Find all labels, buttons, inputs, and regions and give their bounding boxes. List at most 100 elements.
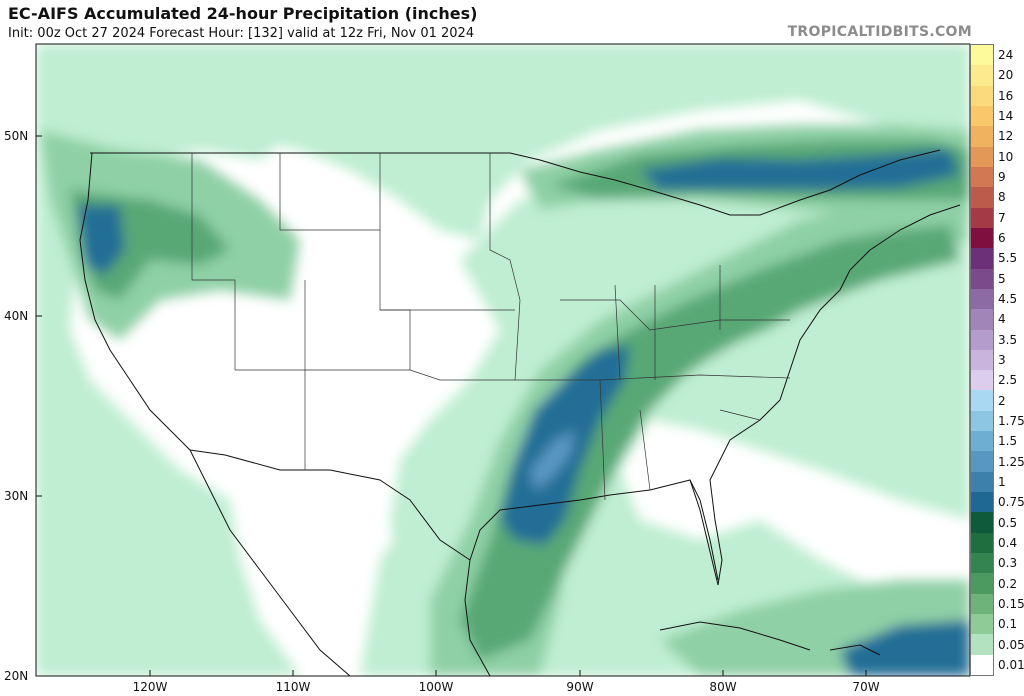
legend-label: 8 [998,190,1006,205]
legend-label: 1 [998,474,1006,489]
precip-max-great-lakes [640,148,960,190]
legend-swatch [971,390,993,412]
precip-area-pacific [36,44,310,676]
legend-label: 0.15 [998,596,1024,611]
map-title: EC-AIFS Accumulated 24-hour Precipitatio… [8,4,478,23]
legend-swatch [971,593,993,615]
hispaniola [829,644,881,656]
precip-max-oregon [78,205,125,275]
lon-label-70w: 70W [852,680,880,694]
legend-label: 1.5 [998,434,1018,449]
florida [689,479,719,581]
legend-swatch [971,187,993,209]
legend-swatch [971,268,993,290]
legend-label: 0.5 [998,515,1018,530]
state-line-5 [235,369,515,381]
us-west-coast [79,152,191,451]
legend-label: 0.75 [998,495,1024,510]
legend-label: 0.05 [998,637,1024,652]
us-mexico-border [189,449,471,561]
legend-label: 4 [998,312,1006,327]
us-canada-border [90,149,941,216]
legend-swatch [971,65,993,87]
legend-label: 0.01 [998,657,1024,672]
legend-swatch [971,227,993,249]
precip-peak-louisiana [530,430,575,490]
state-line-1 [191,153,236,370]
legend-swatch [971,512,993,534]
legend-label: 0.1 [998,617,1018,632]
legend-label: 0.4 [998,535,1018,550]
legend-swatch [971,614,993,635]
legend-swatch [971,471,993,493]
legend-swatch [971,370,993,391]
east-coast [779,204,961,401]
legend-swatch [971,634,993,656]
lon-label-90w: 90W [566,680,594,694]
legend-swatch [971,329,993,351]
cuba [659,621,811,651]
legend-label: 16 [998,88,1014,103]
legend-swatch [971,349,993,371]
mexico-coast [189,449,351,676]
legend-label: 9 [998,170,1006,185]
lat-label-30n: 30N [4,489,29,503]
legend-swatch [971,85,993,107]
legend-label: 20 [998,68,1014,83]
legend-swatch [971,492,993,513]
legend-label: 10 [998,149,1014,164]
legend-label: 5 [998,271,1006,286]
legend-label: 2.5 [998,373,1018,388]
lon-label-80w: 80W [709,680,737,694]
state-line-14 [639,409,651,491]
legend-label: 7 [998,210,1006,225]
precip-area-north [36,44,970,240]
legend-swatch [971,553,993,574]
state-line-15 [719,409,761,421]
legend-label: 3.5 [998,332,1018,347]
legend-swatch [971,451,993,473]
legend-swatch [971,126,993,148]
mexico-gulf-coast [464,559,491,676]
legend-label: 4.5 [998,292,1018,307]
legend-label: 5.5 [998,251,1018,266]
legend-label: 0.3 [998,556,1018,571]
legend-label: 3 [998,353,1006,367]
forecast-info: Init: 00z Oct 27 2024 Forecast Hour: [13… [8,26,475,41]
legend-swatch [971,573,993,595]
legend-swatch [971,288,993,310]
legend-label: 1.25 [998,454,1024,469]
legend-swatch [971,146,993,168]
lon-label-120w: 120W [132,680,168,694]
state-line-8 [515,374,791,381]
state-line-9 [599,379,606,501]
legend-swatch [971,166,993,188]
legend-swatch [971,410,993,432]
legend-label: 14 [998,109,1014,124]
state-line-10 [560,299,790,331]
legend-label: 0.2 [998,576,1018,591]
legend-swatch [971,532,993,554]
state-line-4 [489,153,521,381]
legend-label: 12 [998,129,1014,144]
lat-label-40n: 40N [4,309,29,323]
map-outlines [79,149,961,676]
precip-color-legend [970,44,994,676]
gulf-coast [469,399,781,586]
legend-swatch [971,309,993,330]
lon-label-100w: 100W [418,680,454,694]
legend-label: 6 [998,231,1006,246]
legend-swatch [971,431,993,452]
precip-max-atlantic [840,620,970,676]
legend-swatch [971,654,993,676]
legend-swatch [971,248,993,270]
lat-label-50n: 50N [4,129,29,143]
legend-swatch [971,45,993,66]
lon-label-110w: 110W [275,680,311,694]
legend-swatch [971,207,993,229]
legend-swatch [971,105,993,127]
legend-label: 24 [998,48,1014,63]
state-borders [191,153,791,501]
brand-watermark: TROPICALTIDBITS.COM [787,24,972,40]
